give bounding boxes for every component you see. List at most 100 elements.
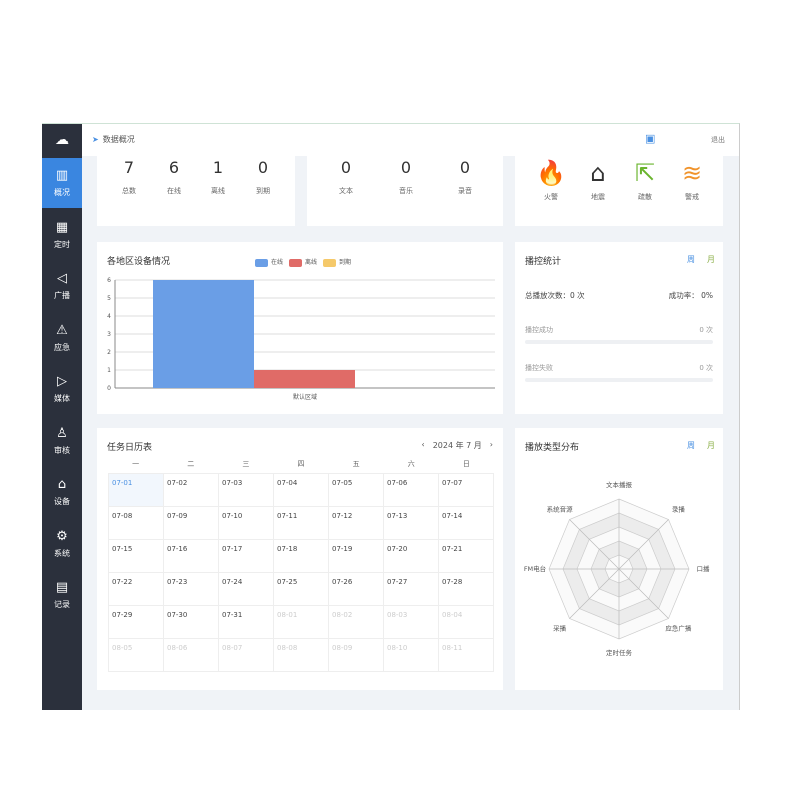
stat-item: 0 到期 [243,158,283,196]
radar-axis-label: FM电台 [524,564,546,573]
legend-label: 在线 [271,259,284,266]
radar-axis-label: 口播 [697,564,711,573]
stat-label: 离线 [211,187,225,195]
sidebar-item-label: 广播 [54,291,70,300]
calendar-day[interactable]: 07-06 [384,474,439,507]
calendar-day[interactable]: 07-05 [329,474,384,507]
calendar-day[interactable]: 07-24 [219,573,274,606]
legend-item[interactable]: 离线 [289,257,317,267]
calendar-day[interactable]: 07-01 [109,474,164,507]
calendar-month: 2024 年 7 月 [432,441,482,450]
sidebar-item-6[interactable]: ⌂ 设备 [42,467,82,517]
calendar-day[interactable]: 08-10 [384,639,439,672]
calendar-day[interactable]: 08-02 [329,606,384,639]
radar-week-toggle[interactable]: 周 [687,441,695,450]
sidebar-item-3[interactable]: ⚠ 应急 [42,313,82,363]
calendar-day[interactable]: 08-01 [274,606,329,639]
sidebar-item-1[interactable]: ▦ 定时 [42,210,82,260]
calendar-day[interactable]: 07-30 [164,606,219,639]
sidebar-item-7[interactable]: ⚙ 系统 [42,519,82,569]
calendar-day[interactable]: 07-17 [219,540,274,573]
region-device-chart-card: 各地区设备情况 在线 离线 到期 0 1 2 3 4 5 6 默认区域 [97,242,503,414]
success-label: 播控成功 [525,326,553,334]
bar-在线[interactable] [153,280,254,388]
navigation-icon: ➤ [92,135,99,144]
stat-label: 音乐 [399,187,413,195]
weekday-header: 六 [407,460,415,468]
calendar-day[interactable]: 08-03 [384,606,439,639]
y-tick-label: 5 [107,295,111,302]
calendar-day[interactable]: 07-13 [384,507,439,540]
calendar-day[interactable]: 07-11 [274,507,329,540]
evacuation-icon: ⇱ [634,159,656,187]
sidebar-item-5[interactable]: ♙ 审核 [42,416,82,466]
calendar-day[interactable]: 07-14 [439,507,494,540]
screen-icon[interactable]: ▣ [645,132,656,145]
calendar-day[interactable]: 07-10 [219,507,274,540]
calendar-day[interactable]: 07-16 [164,540,219,573]
calendar-day[interactable]: 07-28 [439,573,494,606]
alert-icon: ≋ [681,159,703,187]
radar-axis-label: 应急广播 [665,623,692,632]
success-rate: 成功率： 0% [668,291,713,300]
y-tick-label: 2 [107,349,111,356]
legend-item[interactable]: 到期 [323,257,351,267]
task-calendar-card: 任务日历表 ‹ 2024 年 7 月 › 一二三四五六日 07-01 07-02 0… [97,428,503,690]
calendar-day[interactable]: 07-07 [439,474,494,507]
stat-label: 录音 [458,187,472,195]
calendar-day[interactable]: 07-09 [164,507,219,540]
calendar-day[interactable]: 07-23 [164,573,219,606]
emergency-2[interactable]: ⇱ 疏散 [625,156,665,202]
calendar-day[interactable]: 07-19 [329,540,384,573]
next-month-button[interactable]: › [489,440,493,449]
sidebar-item-label: 定时 [54,239,70,249]
calendar-day[interactable]: 08-05 [109,639,164,672]
prev-month-button[interactable]: ‹ [421,440,425,449]
calendar-day[interactable]: 07-25 [274,573,329,606]
sidebar-item-0[interactable]: ▥ 概况 [42,158,82,208]
calendar-day[interactable]: 08-08 [274,639,329,672]
radar-axis-label: 系统音源 [547,505,574,514]
calendar-day[interactable]: 08-06 [164,639,219,672]
radar-axis [569,568,620,619]
calendar-day[interactable]: 07-02 [164,474,219,507]
emergency-0[interactable]: 🔥 火警 [531,156,571,202]
calendar-day[interactable]: 08-04 [439,606,494,639]
emergency-3[interactable]: ≋ 警戒 [672,156,712,202]
calendar-day[interactable]: 07-31 [219,606,274,639]
weekday-header: 三 [242,460,250,468]
calendar-day[interactable]: 07-22 [109,573,164,606]
y-tick-label: 0 [107,385,111,392]
logout-button[interactable]: 退出 [711,136,725,144]
fail-label: 播控失败 [525,364,553,372]
calendar-day[interactable]: 07-29 [109,606,164,639]
calendar-day[interactable]: 07-20 [384,540,439,573]
calendar-day[interactable]: 08-07 [219,639,274,672]
weekday-header: 二 [187,460,195,468]
month-toggle[interactable]: 月 [707,255,715,264]
calendar-day[interactable]: 07-26 [329,573,384,606]
calendar-day[interactable]: 07-03 [219,474,274,507]
calendar-day[interactable]: 07-12 [329,507,384,540]
sidebar-item-8[interactable]: ▤ 记录 [42,570,82,620]
sidebar-item-2[interactable]: ◁ 广播 [42,261,82,311]
bar-离线[interactable] [254,370,355,388]
calendar-day[interactable]: 07-08 [109,507,164,540]
calendar-day[interactable]: 07-21 [439,540,494,573]
calendar-day[interactable]: 08-11 [439,639,494,672]
stat-value: 7 [123,158,135,177]
radar-title: 播放类型分布 [525,443,580,453]
calendar-day[interactable]: 07-27 [384,573,439,606]
calendar-day[interactable]: 07-18 [274,540,329,573]
sidebar-item-4[interactable]: ▷ 媒体 [42,364,82,414]
calendar-day[interactable]: 07-04 [274,474,329,507]
sidebar-item-label: 应急 [54,342,70,352]
legend-item[interactable]: 在线 [255,257,283,267]
calendar-day[interactable]: 07-15 [109,540,164,573]
stat-item: 0 音乐 [386,158,426,196]
calendar-day[interactable]: 08-09 [329,639,384,672]
radar-month-toggle[interactable]: 月 [707,441,715,450]
emergency-1[interactable]: ⌂ 地震 [578,156,618,202]
week-toggle[interactable]: 周 [687,255,695,264]
